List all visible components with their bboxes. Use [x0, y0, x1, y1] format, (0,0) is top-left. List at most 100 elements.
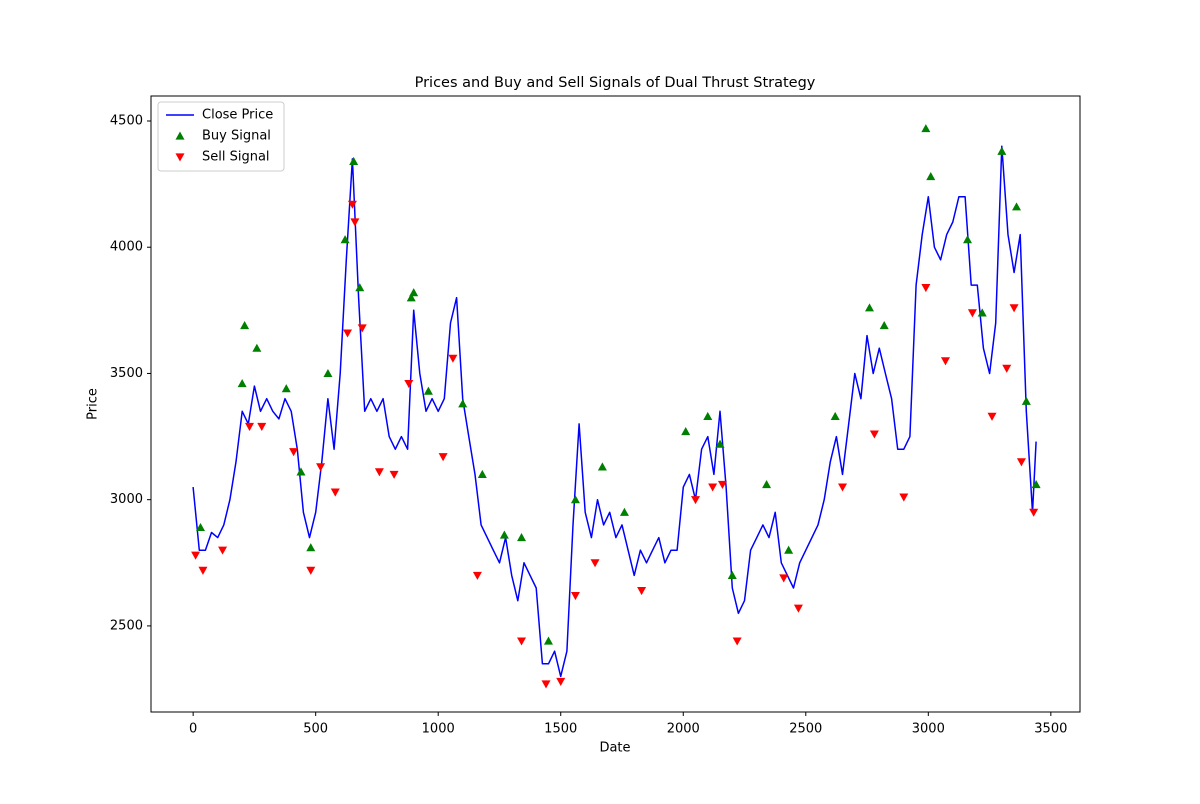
chart-title: Prices and Buy and Sell Signals of Dual …	[415, 75, 816, 91]
sell-marker	[316, 463, 326, 472]
buy-marker	[543, 636, 553, 645]
sell-marker	[1002, 364, 1012, 373]
sell-marker	[245, 422, 255, 431]
sell-marker	[1029, 508, 1039, 517]
x-tick-label: 2000	[667, 722, 700, 737]
y-tick-label: 3000	[110, 492, 143, 507]
buy-marker	[926, 172, 936, 181]
buy-marker	[619, 507, 629, 516]
sell-marker	[330, 488, 340, 497]
sell-marker	[921, 284, 931, 293]
sell-marker	[717, 480, 727, 490]
x-tick-label: 3000	[912, 722, 945, 737]
sell-marker	[374, 468, 384, 477]
x-tick-label: 500	[303, 722, 328, 737]
legend: Close Price Buy Signal Sell Signal	[157, 101, 285, 172]
y-tick-label: 4500	[110, 113, 143, 128]
sell-marker	[590, 559, 600, 568]
x-tick-label: 0	[189, 722, 197, 737]
buy-marker	[196, 522, 206, 532]
legend-swatch	[175, 153, 185, 162]
buy-marker	[879, 320, 889, 330]
legend-swatch	[175, 131, 185, 140]
sell-marker	[541, 680, 551, 689]
buy-marker	[349, 156, 359, 165]
sell-marker	[779, 574, 789, 583]
buy-marker	[296, 467, 306, 476]
sell-marker	[289, 448, 299, 457]
y-tick-label: 3500	[110, 366, 143, 381]
sell-marker	[343, 329, 353, 338]
sell-marker	[306, 566, 316, 575]
y-tick-label: 2500	[110, 618, 143, 633]
y-tick-label: 4000	[110, 240, 143, 255]
price-line	[192, 145, 1037, 678]
legend-label: Sell Signal	[202, 150, 270, 165]
buy-marker	[323, 368, 333, 378]
buy-marker	[597, 462, 607, 471]
buy-marker	[281, 384, 291, 393]
buy-marker	[355, 283, 365, 292]
legend-box	[157, 101, 285, 172]
buy-marker	[784, 545, 794, 554]
buy-marker	[237, 379, 247, 388]
sell-marker	[691, 496, 701, 505]
legend-label: Buy Signal	[202, 129, 271, 144]
sell-marker	[987, 412, 997, 421]
buy-marker	[681, 427, 691, 436]
legend-label: Close Price	[202, 108, 273, 123]
sell-marker	[940, 357, 950, 366]
plot-area	[191, 124, 1041, 689]
sell-marker	[570, 592, 580, 601]
buy-marker	[423, 386, 433, 395]
buy-marker	[727, 570, 737, 580]
buy-marker	[963, 235, 973, 244]
sell-marker	[257, 422, 267, 431]
buy-marker	[306, 543, 316, 552]
sell-marker	[472, 571, 482, 580]
sell-marker	[448, 354, 458, 363]
buy-marker	[1021, 396, 1031, 405]
sell-marker	[838, 483, 848, 492]
buy-marker	[997, 146, 1007, 155]
buy-marker	[1031, 480, 1041, 489]
sell-marker	[347, 200, 357, 209]
sell-marker	[869, 430, 879, 439]
sell-marker	[637, 586, 647, 596]
x-tick-label: 2500	[789, 722, 822, 737]
buy-marker	[517, 533, 527, 542]
axes-frame	[150, 95, 1081, 713]
buy-marker	[570, 495, 580, 504]
sell-marker	[1016, 458, 1026, 467]
buy-marker	[715, 439, 725, 448]
sell-marker	[404, 379, 414, 389]
x-tick-label: 1000	[422, 722, 455, 737]
sell-marker	[438, 453, 448, 462]
buy-marker	[1012, 202, 1022, 211]
buy-marker	[340, 235, 350, 244]
buy-marker	[477, 469, 487, 479]
sell-marker	[556, 677, 566, 686]
buy-marker	[864, 303, 874, 312]
x-tick-label: 3500	[1034, 722, 1067, 737]
y-axis-label: Price	[86, 388, 101, 420]
sell-marker	[708, 483, 718, 492]
sell-marker	[350, 218, 360, 227]
buy-marker	[703, 411, 713, 420]
sell-marker	[357, 324, 367, 333]
buy-marker	[499, 530, 509, 539]
buy-marker	[921, 124, 931, 133]
sell-marker	[1009, 304, 1019, 313]
sell-marker	[218, 546, 228, 555]
sell-marker	[732, 637, 742, 646]
buy-marker	[240, 320, 250, 330]
buy-marker	[252, 343, 262, 352]
sell-marker	[517, 637, 527, 646]
sell-marker	[899, 493, 909, 502]
buy-marker	[830, 411, 840, 420]
buy-marker	[409, 288, 419, 297]
x-axis-label: Date	[599, 741, 630, 756]
buy-marker	[977, 308, 987, 317]
sell-marker	[198, 566, 208, 575]
